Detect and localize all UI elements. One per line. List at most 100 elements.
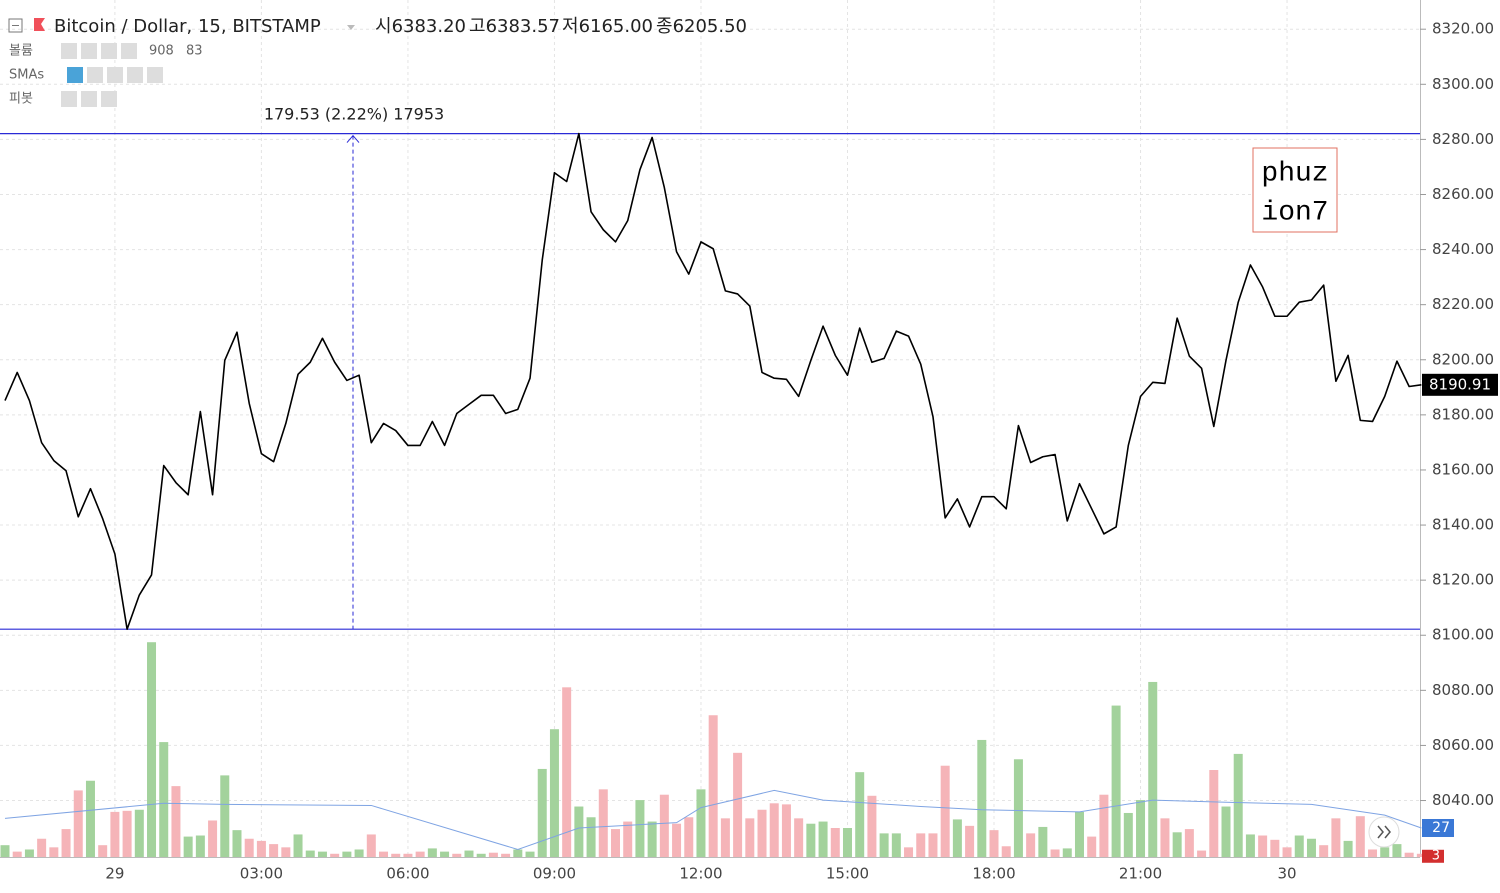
volume-bar xyxy=(244,838,254,857)
volume-bar xyxy=(12,851,22,857)
volume-bar xyxy=(208,820,218,857)
volume-bar xyxy=(61,829,71,857)
last-price-label: 8190.91 xyxy=(1429,375,1491,393)
y-tick-label: 8200.00 xyxy=(1432,350,1494,368)
volume-bar xyxy=(1038,826,1048,857)
volume-bar xyxy=(977,739,987,857)
ohlc-label: 저 xyxy=(562,16,579,37)
volume-bar xyxy=(879,833,889,857)
ohlc-label: 고 xyxy=(469,16,486,37)
volume-bar xyxy=(1001,846,1011,857)
volume-bar xyxy=(1197,850,1207,857)
volume-bar xyxy=(647,821,657,857)
volume-bar xyxy=(330,853,340,857)
volume-bar xyxy=(415,851,425,857)
dropdown-arrow[interactable] xyxy=(347,25,355,30)
volume-bar xyxy=(1160,818,1170,857)
x-tick-label: 09:00 xyxy=(533,865,576,883)
volume-bar xyxy=(952,819,962,857)
volume-bar xyxy=(1136,800,1146,857)
ohlc-value: 6165.00 xyxy=(579,16,653,37)
volume-bar xyxy=(635,800,645,857)
volume-bar xyxy=(708,715,718,857)
volume-bar xyxy=(965,825,975,857)
symbol-title[interactable]: Bitcoin / Dollar, 15, BITSTAMP xyxy=(54,16,321,37)
volume-bar xyxy=(1306,838,1316,857)
sma-value-label: 27 xyxy=(1432,820,1450,836)
x-tick-label: 18:00 xyxy=(972,865,1015,883)
volume-bar xyxy=(366,834,376,857)
volume-legend[interactable]: 볼륨 xyxy=(9,44,33,59)
volume-bar xyxy=(391,853,401,857)
volume-bar xyxy=(1416,853,1426,857)
legend-buttons[interactable] xyxy=(61,43,163,107)
volume-bar xyxy=(1123,812,1133,857)
ohlc-value: 6205.50 xyxy=(673,16,747,37)
volume-bar xyxy=(1319,845,1329,857)
volume-bar xyxy=(549,729,559,857)
volume-bar xyxy=(781,804,791,857)
volume-bar xyxy=(1282,847,1292,857)
volume-bar xyxy=(586,817,596,857)
volume-bar xyxy=(379,851,389,857)
volume-bar xyxy=(989,830,999,857)
y-tick-label: 8180.00 xyxy=(1432,405,1494,423)
volume-bar xyxy=(1209,770,1219,857)
volume-bar xyxy=(1233,753,1243,857)
y-tick-label: 8320.00 xyxy=(1432,20,1494,38)
volume-bar xyxy=(940,765,950,857)
volume-pane xyxy=(0,642,1426,857)
volume-bar xyxy=(1148,681,1158,857)
y-tick-label: 8280.00 xyxy=(1432,130,1494,148)
ohlc-open: 시6383.20 xyxy=(375,16,466,37)
volume-bar xyxy=(537,768,547,857)
scroll-circle[interactable] xyxy=(1368,816,1400,848)
volume-bar xyxy=(171,786,181,857)
collapse-button[interactable] xyxy=(8,18,23,33)
volume-bar xyxy=(1013,759,1023,857)
volume-value-label: 3 xyxy=(1432,848,1440,863)
volume-bar xyxy=(488,852,498,857)
volume-bar xyxy=(562,687,572,857)
y-tick-label: 8220.00 xyxy=(1432,295,1494,313)
volume-bar xyxy=(928,833,938,857)
volume-bar xyxy=(1355,816,1365,857)
last-price-box xyxy=(1422,373,1498,396)
volume-bar xyxy=(1380,847,1390,857)
ohlc-value: 6383.57 xyxy=(486,16,560,37)
volume-bar xyxy=(1087,836,1097,857)
watermark: phuz ion7 xyxy=(1252,147,1338,233)
volume-bar xyxy=(73,790,83,857)
y-tick-label: 8080.00 xyxy=(1432,681,1494,699)
grid xyxy=(0,0,1420,857)
scroll-button[interactable] xyxy=(1368,816,1400,848)
symbol-flag xyxy=(34,18,45,31)
volume-bar xyxy=(745,818,755,857)
volume-bar xyxy=(464,850,474,857)
watermark-text: ion7 xyxy=(1261,197,1328,228)
scroll-icon xyxy=(1377,825,1391,839)
ohlc-label: 종 xyxy=(656,16,673,37)
volume-bar xyxy=(305,850,315,857)
volume-bar xyxy=(623,821,633,857)
volume-bar xyxy=(476,853,486,857)
volume-bar xyxy=(1258,835,1268,857)
volume-bar xyxy=(855,772,865,857)
volume-bar xyxy=(672,823,682,857)
volume-bar xyxy=(256,840,266,857)
pivot-legend[interactable]: 피봇 xyxy=(9,92,33,107)
x-tick-label: 12:00 xyxy=(679,865,722,883)
volume-bar xyxy=(867,795,877,857)
y-tick-label: 8160.00 xyxy=(1432,460,1494,478)
volume-bar xyxy=(1343,840,1353,857)
sma-legend[interactable]: SMAs xyxy=(9,68,44,83)
x-tick-label: 06:00 xyxy=(386,865,429,883)
ohlc-label: 시 xyxy=(375,16,392,37)
volume-bar xyxy=(684,817,694,857)
volume-bar xyxy=(1245,834,1255,857)
volume-bar xyxy=(842,828,852,857)
ohlc-value: 6383.20 xyxy=(392,16,466,37)
volume-bar xyxy=(904,847,914,857)
ohlc-low: 저6165.00 xyxy=(562,16,653,37)
